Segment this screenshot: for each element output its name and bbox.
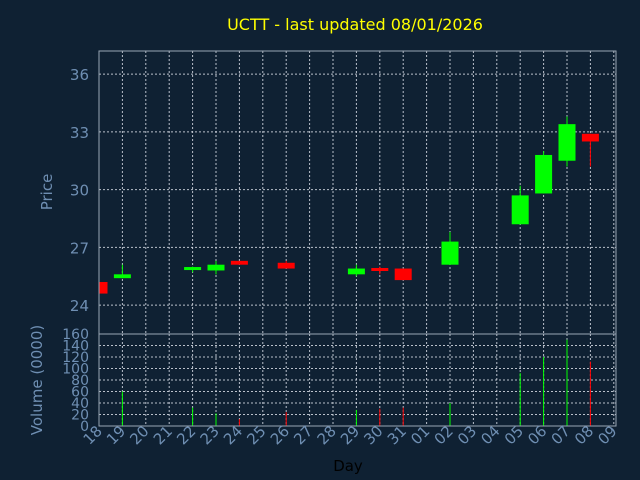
volume-tick-label: 160 bbox=[62, 327, 89, 343]
candle-body bbox=[581, 133, 599, 142]
candle-body bbox=[371, 268, 389, 272]
price-tick-label: 30 bbox=[70, 182, 89, 200]
price-grid bbox=[99, 51, 616, 334]
candle-30 bbox=[371, 266, 389, 275]
candle-24 bbox=[230, 260, 248, 265]
price-tick-label: 27 bbox=[70, 239, 89, 257]
volume-tick-label: 40 bbox=[71, 396, 89, 412]
volume-tick-label: 120 bbox=[62, 350, 89, 366]
x-ticks: 1819202122232425262728293031010203040506… bbox=[80, 422, 621, 448]
price-panel: 24 27 30 33 36 Price bbox=[38, 50, 617, 335]
candle-body bbox=[277, 262, 295, 269]
candle-05 bbox=[511, 185, 529, 225]
price-tick-label: 33 bbox=[70, 124, 89, 142]
candle-body bbox=[394, 268, 412, 281]
candle-body bbox=[558, 124, 576, 161]
candle-body bbox=[207, 264, 225, 271]
candle-body bbox=[230, 260, 248, 265]
volume-tick-label: 20 bbox=[71, 408, 89, 424]
volume-tick-label: 100 bbox=[62, 362, 89, 378]
volume-tick-label: 0 bbox=[80, 419, 89, 435]
volume-tick-label: 80 bbox=[71, 373, 89, 389]
candle-body bbox=[347, 268, 365, 275]
candle-06 bbox=[535, 151, 553, 194]
candle-body bbox=[113, 274, 131, 279]
candle-body bbox=[441, 241, 459, 265]
chart-title: UCTT - last updated 08/01/2026 bbox=[227, 15, 483, 34]
volume-bars bbox=[121, 339, 591, 426]
candle-23 bbox=[207, 260, 225, 275]
candle-02 bbox=[441, 231, 459, 265]
candle-body bbox=[99, 282, 108, 294]
candle-07 bbox=[558, 116, 576, 167]
candle-29 bbox=[347, 264, 365, 277]
volume-panel-frame bbox=[98, 333, 617, 427]
candle-22 bbox=[184, 266, 202, 273]
candle-body bbox=[535, 154, 553, 194]
price-tick-label: 24 bbox=[70, 297, 89, 315]
price-y-ticks: 24 27 30 33 36 bbox=[70, 66, 89, 315]
volume-tick-label: 60 bbox=[71, 385, 89, 401]
candle-19 bbox=[113, 264, 131, 279]
candle-body bbox=[184, 267, 202, 271]
candle-08 bbox=[581, 133, 599, 167]
candle-31 bbox=[394, 268, 412, 281]
candles bbox=[98, 116, 599, 294]
price-tick-label: 36 bbox=[70, 66, 89, 84]
candle-26 bbox=[277, 260, 295, 269]
candle-18 bbox=[98, 282, 108, 294]
candle-body bbox=[511, 195, 529, 225]
volume-tick-label: 140 bbox=[62, 339, 89, 355]
x-axis-title: Day bbox=[333, 457, 363, 475]
price-axis-title: Price bbox=[38, 174, 56, 211]
volume-axis-title: Volume (0000) bbox=[28, 325, 46, 435]
